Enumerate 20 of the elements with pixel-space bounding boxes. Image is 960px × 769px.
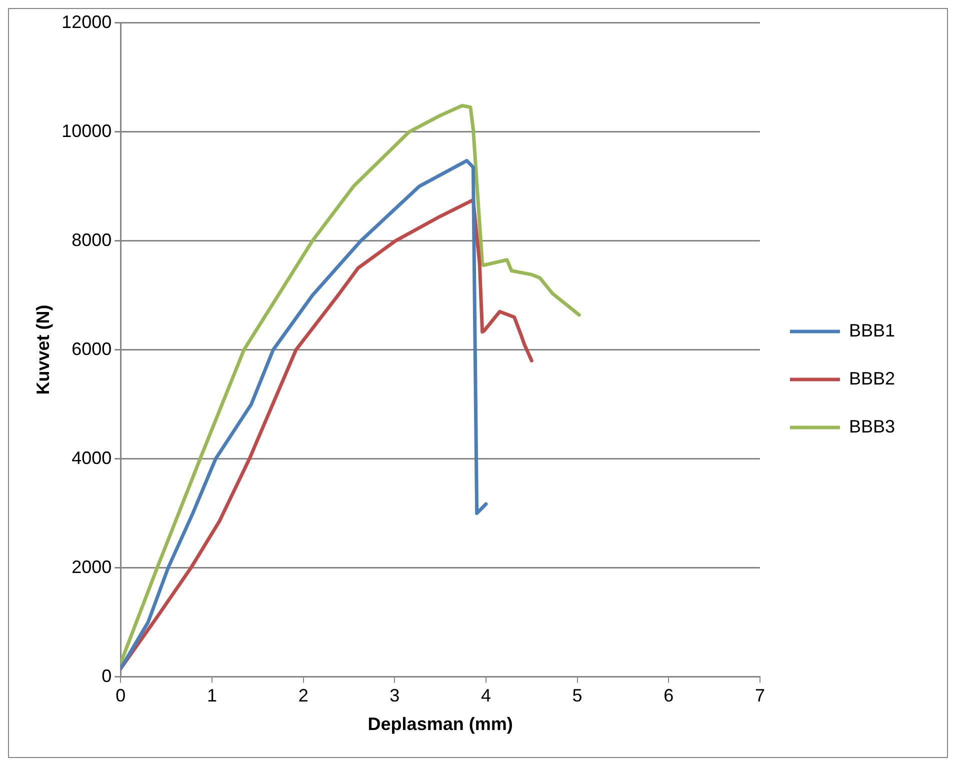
y-tick-label: 4000 bbox=[72, 448, 112, 468]
y-axis-title: Kuvvet (N) bbox=[32, 304, 53, 395]
y-tick-label: 6000 bbox=[72, 338, 112, 359]
x-tick-label: 5 bbox=[572, 686, 582, 706]
y-tick-label: 2000 bbox=[72, 556, 112, 577]
legend-label: BBB1 bbox=[848, 320, 896, 340]
y-tick-label: 0 bbox=[102, 666, 112, 686]
y-tick-label: 8000 bbox=[72, 230, 112, 250]
x-tick-label: 6 bbox=[664, 686, 674, 706]
x-tick-label: 4 bbox=[480, 686, 491, 706]
x-tick-label: 1 bbox=[206, 686, 217, 706]
x-tick-label: 3 bbox=[390, 686, 400, 706]
y-tick-label: 12000 bbox=[62, 12, 112, 32]
y-tick-label: 10000 bbox=[62, 120, 112, 141]
legend-label: BBB3 bbox=[848, 416, 896, 436]
x-axis-title: Deplasman (mm) bbox=[368, 714, 513, 734]
x-tick-label: 7 bbox=[754, 686, 765, 706]
x-tick-label: 2 bbox=[298, 686, 308, 706]
legend-label: BBB2 bbox=[848, 368, 896, 388]
x-tick-label: 0 bbox=[116, 686, 126, 706]
